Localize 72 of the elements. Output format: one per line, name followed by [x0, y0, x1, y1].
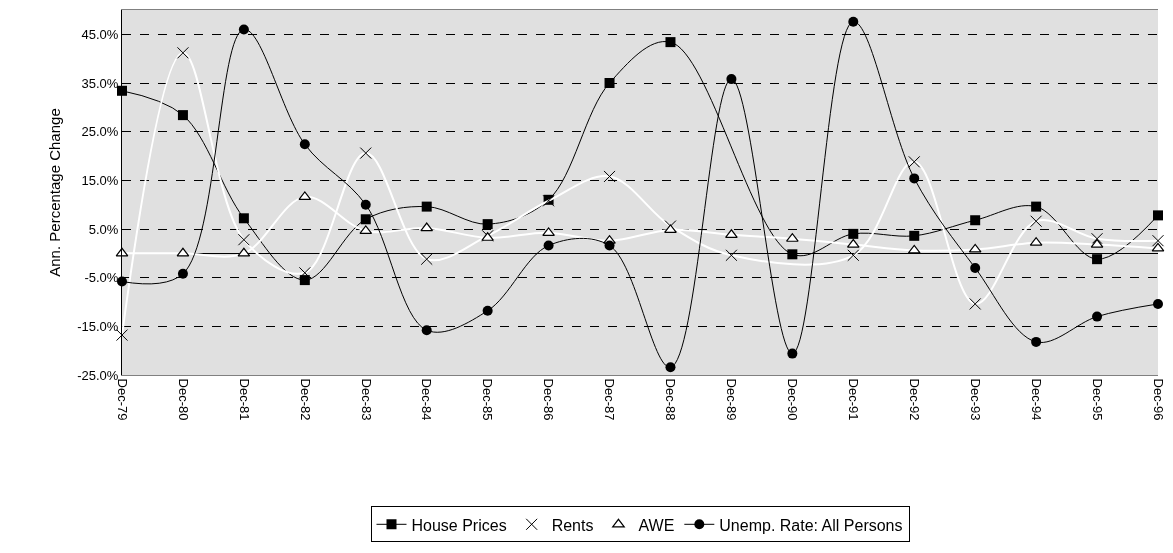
point — [177, 110, 188, 121]
y-tick-label: 15.0% — [81, 172, 119, 188]
point — [970, 262, 981, 273]
point — [359, 225, 373, 235]
legend-label: Unemp. Rate: All Persons — [719, 516, 903, 534]
y-tick-label: 45.0% — [81, 26, 119, 42]
point — [604, 78, 615, 88]
point — [360, 199, 371, 210]
point — [420, 222, 434, 232]
point — [1031, 201, 1042, 212]
x-tick-label: Dec-85 — [480, 378, 496, 421]
point — [238, 213, 249, 224]
point — [1153, 298, 1163, 309]
x-tick-label: Dec-93 — [967, 378, 983, 421]
x-tick-label: Dec-82 — [297, 378, 313, 421]
point — [787, 348, 798, 359]
point — [1092, 311, 1103, 322]
point — [968, 243, 982, 253]
point — [176, 247, 190, 257]
x-tick-label: Dec-88 — [663, 378, 679, 421]
y-tick-label: 5.0% — [88, 221, 119, 237]
point — [726, 74, 737, 85]
y-tick-label: -25.0% — [77, 367, 119, 383]
x-tick-label: Dec-84 — [419, 378, 435, 421]
point — [1031, 336, 1042, 347]
y-tick-label: -5.0% — [84, 270, 119, 286]
y-tick-label: 25.0% — [81, 124, 119, 140]
x-tick-label: Dec-83 — [358, 378, 374, 421]
legend-label: Rents — [551, 516, 594, 534]
point — [237, 247, 251, 257]
point — [421, 325, 432, 336]
y-axis-title: Ann. Percentage Change — [46, 108, 64, 277]
x-tick-label: Dec-80 — [175, 378, 191, 421]
x-tick-label: Dec-95 — [1089, 378, 1105, 421]
point — [665, 362, 676, 373]
point — [848, 16, 859, 27]
point — [482, 219, 493, 230]
point — [1092, 254, 1103, 265]
point — [970, 215, 981, 226]
point — [664, 224, 677, 234]
point — [846, 238, 860, 248]
x-tick-label: Dec-81 — [236, 378, 252, 421]
point — [1090, 238, 1104, 248]
point — [665, 37, 676, 48]
y-tick-label: -15.0% — [77, 318, 119, 334]
x-tick-label: Dec-91 — [846, 378, 862, 421]
point — [299, 139, 310, 150]
point — [787, 249, 798, 260]
x-tick-label: Dec-94 — [1028, 378, 1044, 421]
x-tick-label: Dec-90 — [785, 378, 801, 421]
point — [299, 275, 310, 286]
point — [543, 240, 554, 251]
point — [604, 240, 615, 251]
legend-label: House Prices — [411, 516, 507, 534]
point — [907, 244, 921, 254]
x-tick-label: Dec-86 — [541, 378, 557, 421]
point — [1151, 242, 1165, 252]
point — [238, 24, 249, 35]
point — [909, 173, 920, 184]
point — [421, 201, 432, 212]
point — [482, 305, 493, 316]
point — [1153, 210, 1163, 221]
x-tick-label: Dec-96 — [1150, 378, 1166, 421]
point — [177, 268, 188, 279]
point — [909, 230, 920, 241]
x-tick-label: Dec-87 — [602, 378, 618, 421]
legend-label: AWE — [638, 516, 675, 534]
point — [360, 214, 371, 225]
point — [848, 228, 859, 239]
x-tick-label: Dec-92 — [907, 378, 923, 421]
x-tick-label: Dec-89 — [724, 378, 740, 421]
y-tick-label: 35.0% — [81, 75, 119, 91]
